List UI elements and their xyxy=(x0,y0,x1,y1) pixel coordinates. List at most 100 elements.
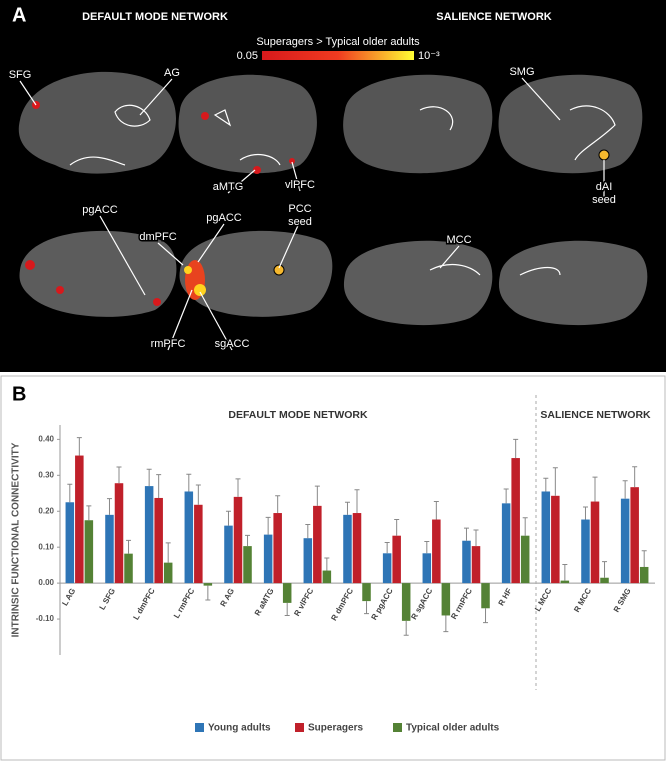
callout-line xyxy=(99,215,146,296)
legend-swatch xyxy=(295,723,304,732)
bar xyxy=(590,501,600,584)
region-label: rmPFC xyxy=(151,338,186,350)
y-tick-label: 0.10 xyxy=(38,542,54,551)
error-bar xyxy=(602,561,608,578)
bar xyxy=(114,483,124,584)
error-bar xyxy=(225,510,231,526)
error-bar xyxy=(275,495,281,514)
bar xyxy=(233,496,243,584)
error-bar xyxy=(354,489,360,514)
error-bar xyxy=(543,477,549,492)
y-tick-label: 0.40 xyxy=(38,434,54,443)
error-bar xyxy=(592,476,598,502)
bar xyxy=(154,497,163,584)
error-bar xyxy=(552,467,558,496)
legend-label: Superagers xyxy=(308,723,363,734)
error-bar xyxy=(463,527,469,541)
panel-label: B xyxy=(12,383,26,405)
region-label: seed xyxy=(592,194,616,206)
panel-b-frame xyxy=(0,375,666,761)
bar xyxy=(401,583,411,621)
network-title: DEFAULT MODE NETWORK xyxy=(82,11,228,23)
callout-line xyxy=(227,169,256,194)
legend-label: Typical older adults xyxy=(406,723,500,734)
bar xyxy=(382,553,392,584)
bar xyxy=(243,546,252,584)
colorbar-min: 0.05 xyxy=(237,50,258,62)
bar xyxy=(600,577,609,584)
error-bar xyxy=(403,620,409,636)
region-label: AG xyxy=(164,67,180,79)
region-label: SFG xyxy=(9,69,32,81)
error-bar xyxy=(433,501,439,520)
brain xyxy=(343,240,493,326)
callout-line xyxy=(291,161,301,192)
y-axis-label: INTRINSIC FUNCTIONAL CONNECTIVITY xyxy=(11,442,22,637)
error-bar xyxy=(205,585,211,601)
bar xyxy=(422,553,432,584)
cluster xyxy=(194,284,206,296)
seed xyxy=(273,264,285,276)
legend-swatch xyxy=(195,723,204,732)
bar xyxy=(501,503,511,584)
bar xyxy=(462,540,471,584)
cluster xyxy=(25,260,35,270)
error-bar xyxy=(473,529,479,547)
bar xyxy=(75,455,84,584)
bar xyxy=(362,583,371,602)
callout-line xyxy=(521,77,561,121)
region-label: vlPFC xyxy=(285,179,315,191)
bar xyxy=(105,514,114,584)
error-bar xyxy=(265,516,271,535)
colorbar xyxy=(262,51,414,60)
bar xyxy=(551,495,560,584)
callout-line xyxy=(197,223,225,263)
error-bar xyxy=(186,473,192,492)
callout-line xyxy=(278,220,301,269)
bar xyxy=(65,502,75,584)
section-title: SALIENCE NETWORK xyxy=(540,409,651,421)
cluster xyxy=(153,298,161,306)
bar xyxy=(144,486,154,584)
bar xyxy=(511,458,520,584)
brain xyxy=(178,74,317,174)
error-bar xyxy=(245,534,251,547)
brain xyxy=(18,71,177,174)
bar xyxy=(471,546,481,584)
error-bar xyxy=(156,474,162,498)
error-bar xyxy=(513,438,519,459)
callout-line xyxy=(139,78,173,116)
bar xyxy=(560,580,570,584)
error-bar xyxy=(126,539,132,554)
cluster xyxy=(289,158,295,164)
region-label: MCC xyxy=(446,234,471,246)
region-label: pgACC xyxy=(82,204,118,216)
bar xyxy=(343,514,352,584)
bar xyxy=(194,504,203,584)
error-bar xyxy=(562,563,568,581)
error-bar xyxy=(483,608,489,624)
error-bar xyxy=(67,483,73,503)
region-label: dAI xyxy=(596,181,613,193)
network-outline xyxy=(69,104,281,166)
cluster xyxy=(56,286,64,294)
region-label: dmPFC xyxy=(139,231,176,243)
bar xyxy=(282,583,292,603)
region-label: aMTG xyxy=(213,181,244,193)
network-outline xyxy=(419,105,616,276)
y-tick-label: 0.20 xyxy=(38,506,54,515)
region-label: pgACC xyxy=(206,212,242,224)
error-bar xyxy=(632,466,638,488)
error-bar xyxy=(106,498,112,515)
cluster xyxy=(253,166,261,174)
brain xyxy=(179,230,333,317)
callout-line xyxy=(19,80,37,106)
callout-line xyxy=(167,289,193,351)
colorbar-max: 10⁻³ xyxy=(418,50,440,62)
bar xyxy=(620,498,630,584)
bar xyxy=(303,538,313,584)
error-bar xyxy=(424,540,430,554)
error-bar xyxy=(344,501,350,515)
